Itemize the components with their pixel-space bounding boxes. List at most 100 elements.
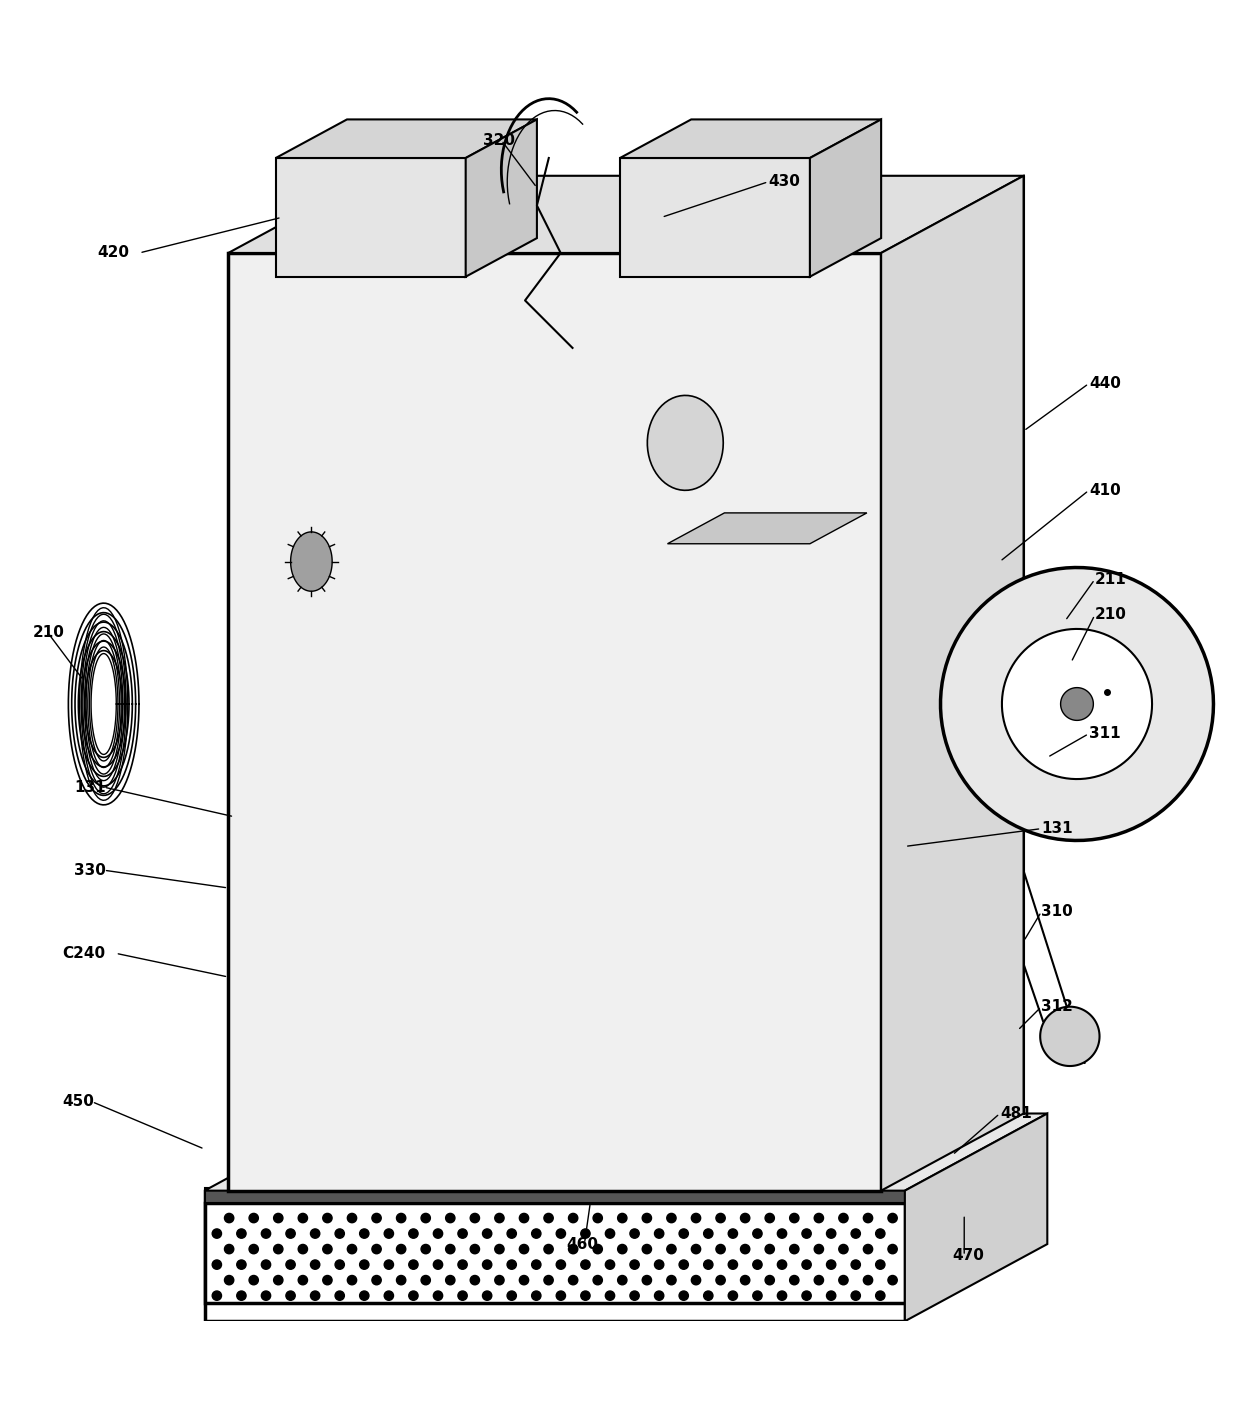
Text: 420: 420 bbox=[98, 245, 130, 260]
Circle shape bbox=[458, 1260, 467, 1269]
Circle shape bbox=[237, 1229, 246, 1238]
Circle shape bbox=[495, 1214, 505, 1222]
Circle shape bbox=[520, 1276, 528, 1284]
Text: 211: 211 bbox=[1095, 572, 1126, 587]
Circle shape bbox=[715, 1214, 725, 1222]
Circle shape bbox=[458, 1229, 467, 1238]
Circle shape bbox=[655, 1229, 663, 1238]
Circle shape bbox=[618, 1245, 627, 1253]
Polygon shape bbox=[620, 120, 882, 158]
Polygon shape bbox=[647, 396, 723, 490]
Polygon shape bbox=[620, 158, 810, 277]
Circle shape bbox=[605, 1291, 615, 1301]
Circle shape bbox=[692, 1214, 701, 1222]
Circle shape bbox=[507, 1260, 516, 1269]
Circle shape bbox=[851, 1291, 861, 1301]
Circle shape bbox=[482, 1260, 492, 1269]
Circle shape bbox=[765, 1245, 775, 1253]
Circle shape bbox=[863, 1245, 873, 1253]
Circle shape bbox=[580, 1291, 590, 1301]
Circle shape bbox=[347, 1245, 357, 1253]
Circle shape bbox=[532, 1291, 541, 1301]
Text: 470: 470 bbox=[952, 1249, 985, 1263]
Circle shape bbox=[655, 1291, 663, 1301]
Circle shape bbox=[274, 1214, 283, 1222]
Circle shape bbox=[753, 1291, 763, 1301]
Circle shape bbox=[470, 1245, 480, 1253]
Circle shape bbox=[703, 1229, 713, 1238]
Circle shape bbox=[274, 1276, 283, 1284]
Circle shape bbox=[397, 1214, 405, 1222]
Circle shape bbox=[249, 1245, 258, 1253]
Circle shape bbox=[470, 1276, 480, 1284]
Circle shape bbox=[286, 1229, 295, 1238]
Circle shape bbox=[605, 1229, 615, 1238]
Circle shape bbox=[322, 1276, 332, 1284]
Circle shape bbox=[409, 1291, 418, 1301]
Circle shape bbox=[237, 1260, 246, 1269]
Text: 311: 311 bbox=[1089, 727, 1121, 741]
Circle shape bbox=[422, 1214, 430, 1222]
Circle shape bbox=[851, 1260, 861, 1269]
Circle shape bbox=[777, 1291, 786, 1301]
Circle shape bbox=[642, 1214, 651, 1222]
Circle shape bbox=[212, 1229, 222, 1238]
Circle shape bbox=[728, 1260, 738, 1269]
Polygon shape bbox=[228, 176, 1023, 253]
Circle shape bbox=[544, 1276, 553, 1284]
Polygon shape bbox=[810, 120, 882, 277]
Circle shape bbox=[655, 1260, 663, 1269]
Circle shape bbox=[630, 1291, 640, 1301]
Circle shape bbox=[433, 1291, 443, 1301]
Text: 131: 131 bbox=[1042, 821, 1073, 836]
Circle shape bbox=[642, 1245, 651, 1253]
Circle shape bbox=[568, 1214, 578, 1222]
Bar bbox=[887, 639, 916, 734]
Circle shape bbox=[298, 1276, 308, 1284]
Circle shape bbox=[765, 1276, 775, 1284]
Circle shape bbox=[838, 1276, 848, 1284]
Circle shape bbox=[544, 1214, 553, 1222]
Text: 410: 410 bbox=[1089, 483, 1121, 498]
Circle shape bbox=[507, 1229, 516, 1238]
Circle shape bbox=[262, 1291, 270, 1301]
Circle shape bbox=[680, 1229, 688, 1238]
Circle shape bbox=[888, 1245, 898, 1253]
Bar bbox=[441, 1114, 537, 1162]
Circle shape bbox=[520, 1214, 528, 1222]
Circle shape bbox=[815, 1214, 823, 1222]
Circle shape bbox=[409, 1260, 418, 1269]
Circle shape bbox=[593, 1245, 603, 1253]
Circle shape bbox=[827, 1291, 836, 1301]
Polygon shape bbox=[882, 176, 1023, 1191]
Circle shape bbox=[703, 1291, 713, 1301]
Circle shape bbox=[557, 1291, 565, 1301]
Circle shape bbox=[715, 1276, 725, 1284]
Circle shape bbox=[433, 1260, 443, 1269]
Circle shape bbox=[433, 1229, 443, 1238]
Circle shape bbox=[372, 1276, 381, 1284]
Circle shape bbox=[802, 1291, 811, 1301]
Circle shape bbox=[422, 1245, 430, 1253]
Circle shape bbox=[310, 1291, 320, 1301]
Bar bbox=[637, 479, 750, 538]
Bar bbox=[288, 431, 371, 490]
Circle shape bbox=[875, 1291, 885, 1301]
Circle shape bbox=[224, 1276, 234, 1284]
Circle shape bbox=[262, 1260, 270, 1269]
Text: C240: C240 bbox=[62, 946, 105, 960]
Circle shape bbox=[680, 1260, 688, 1269]
Circle shape bbox=[630, 1229, 640, 1238]
Circle shape bbox=[790, 1276, 799, 1284]
Circle shape bbox=[667, 1276, 676, 1284]
Circle shape bbox=[262, 1229, 270, 1238]
Bar bbox=[264, 841, 632, 870]
Polygon shape bbox=[1040, 1007, 1100, 1066]
Circle shape bbox=[827, 1229, 836, 1238]
Circle shape bbox=[740, 1245, 750, 1253]
Circle shape bbox=[838, 1245, 848, 1253]
Circle shape bbox=[753, 1229, 763, 1238]
Bar bbox=[300, 1055, 394, 1125]
Bar bbox=[735, 787, 754, 905]
Circle shape bbox=[384, 1229, 393, 1238]
